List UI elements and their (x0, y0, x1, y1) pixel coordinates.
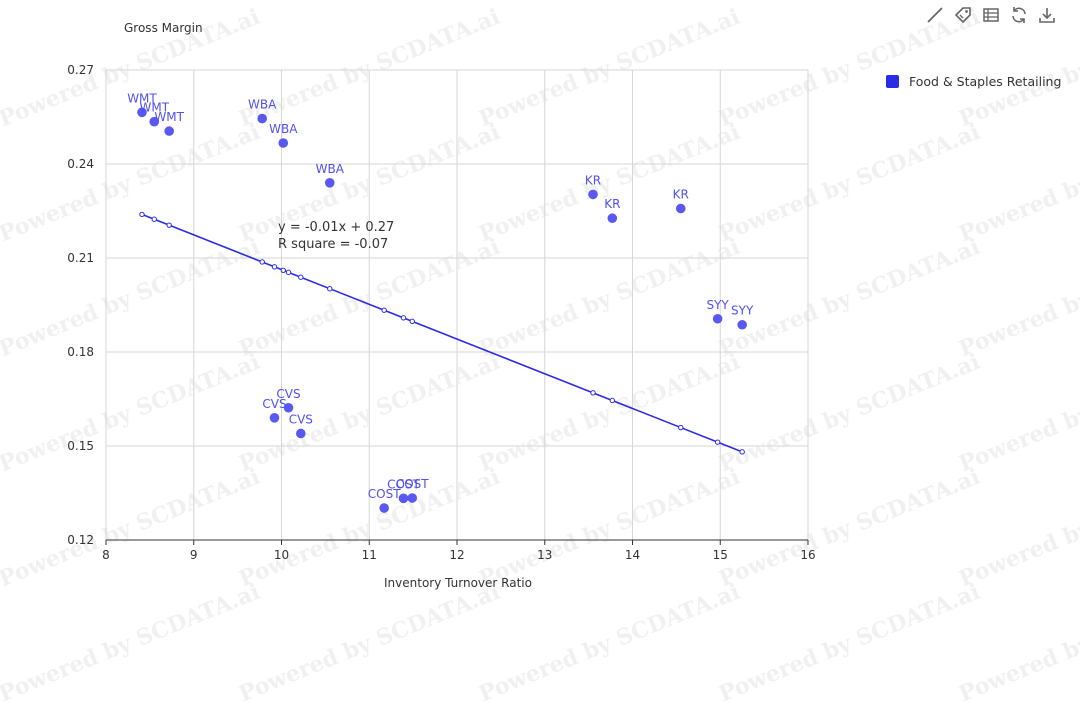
trendline-path (141, 213, 743, 453)
tag-icon[interactable] (952, 4, 974, 26)
trendline-marker (298, 274, 304, 280)
y-tick-label: 0.18 (67, 345, 94, 359)
data-points (137, 107, 747, 513)
trendline (139, 211, 745, 455)
data-point (278, 138, 289, 148)
trendline-marker (590, 390, 596, 396)
y-tick-label: 0.21 (67, 251, 94, 265)
trendline-marker (381, 307, 387, 313)
data-point (149, 116, 160, 127)
data-point (137, 107, 147, 118)
trendline-marker (139, 211, 145, 218)
y-tick-label: 0.27 (67, 63, 94, 77)
data-point-label: COST (368, 487, 401, 501)
trendline-marker (151, 216, 157, 222)
trendline-equation: y = -0.01x + 0.27 (278, 220, 394, 235)
legend-label: Food & Staples Retailing (909, 74, 1062, 89)
data-point-label: CVS (276, 387, 300, 401)
data-point (607, 213, 618, 224)
grid-lines (105, 69, 809, 541)
trendline-marker (739, 449, 745, 455)
data-point-label: WBA (248, 98, 277, 112)
data-point-label: CVS (262, 397, 286, 411)
data-point (737, 319, 747, 330)
download-icon[interactable] (1036, 4, 1058, 26)
y-tick-label: 0.12 (67, 533, 94, 547)
x-tick-label: 11 (362, 548, 377, 562)
data-point-label: CVS (289, 412, 313, 426)
scatter-chart: 8 9 10 11 12 13 14 15 16 0.12 0.15 0.18 0.21 0.24 0.27… (67, 21, 815, 590)
data-point-label: WMT (127, 91, 157, 105)
data-point (407, 493, 418, 503)
x-tick-label: 8 (102, 548, 110, 562)
data-point (164, 126, 174, 136)
line-draw-icon[interactable] (924, 4, 946, 26)
data-point (296, 428, 306, 439)
x-tick-label: 12 (449, 548, 464, 562)
table-icon[interactable] (980, 4, 1002, 26)
trendline-marker (285, 269, 292, 276)
data-point (269, 413, 280, 423)
trendline-marker (166, 222, 172, 228)
data-point (283, 402, 294, 413)
x-tick-label: 16 (800, 548, 815, 562)
data-point (257, 113, 267, 124)
trendline-marker (280, 267, 286, 273)
legend-swatch (886, 75, 899, 88)
x-tick-label: 10 (274, 548, 289, 562)
data-point-label: WMT (154, 110, 184, 124)
trendline-marker (609, 397, 616, 404)
trendline-marker (678, 424, 684, 431)
data-point-label: SYY (706, 298, 729, 312)
data-point-label: WBA (269, 122, 298, 136)
data-point-label: KR (673, 187, 689, 201)
trendline-marker (714, 439, 721, 445)
data-point-label: WMT (139, 101, 169, 115)
x-tick-label: 15 (713, 548, 728, 562)
data-point (588, 189, 598, 200)
trendline-r-square: R square = -0.07 (278, 237, 388, 252)
trendline-marker (409, 318, 415, 325)
data-point-label: WBA (316, 162, 345, 176)
x-axis-label: Inventory Turnover Ratio (384, 576, 532, 590)
trendline-marker (327, 285, 333, 292)
y-tick-label: 0.15 (67, 439, 94, 453)
x-tick-label: 9 (190, 548, 198, 562)
data-point-label: KR (585, 173, 601, 187)
trendline-marker (271, 264, 278, 270)
x-tick-label: 13 (537, 548, 552, 562)
chart-title: Gross Margin (124, 21, 203, 35)
data-point (675, 203, 686, 214)
axes: 8 9 10 11 12 13 14 15 16 0.12 0.15 0.18 0.21 0.24 0.27 (67, 63, 815, 562)
chart-toolbar (924, 4, 1058, 26)
refresh-icon[interactable] (1008, 4, 1030, 26)
x-tick-label: 14 (625, 548, 640, 562)
trendline-marker (400, 315, 407, 321)
data-point (379, 503, 389, 513)
trendline-marker (259, 259, 265, 265)
y-tick-label: 0.24 (67, 157, 94, 171)
data-point (398, 493, 409, 504)
chart-legend[interactable]: Food & Staples Retailing (886, 74, 1061, 89)
data-point-label: COST (387, 477, 420, 491)
data-point-label: COST (396, 477, 429, 491)
data-point-label: KR (604, 197, 620, 211)
data-point (324, 178, 335, 188)
data-point-label: SYY (731, 304, 754, 318)
data-point (712, 313, 723, 324)
